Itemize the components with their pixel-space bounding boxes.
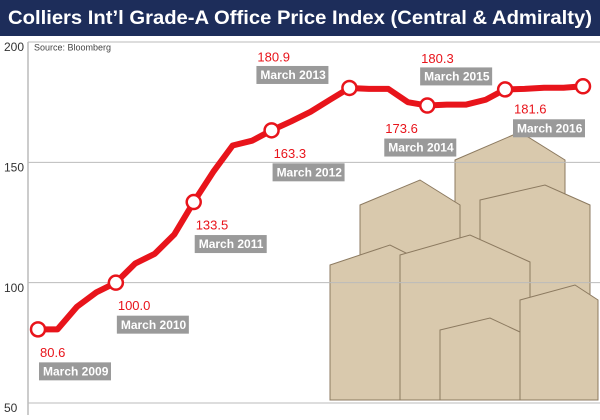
data-point	[185, 193, 202, 211]
value-label: 80.6	[40, 345, 65, 360]
x-tick-label: March 2016	[517, 121, 583, 135]
date-box	[116, 315, 189, 334]
value-label: 163.3	[274, 146, 307, 161]
chart-title: Colliers Int’l Grade-A Office Price Inde…	[8, 8, 592, 29]
value-label: 180.3	[421, 51, 454, 66]
building-illustration	[329, 131, 599, 401]
y-tick-label: 150	[4, 161, 24, 175]
x-tick-label: March 2012	[277, 165, 343, 179]
date-box	[194, 235, 267, 254]
data-point	[29, 321, 47, 338]
data-point	[419, 97, 436, 114]
value-label: 173.6	[385, 121, 418, 136]
y-tick-label: 200	[4, 40, 24, 54]
data-point	[341, 79, 358, 97]
x-tick-label: March 2014	[388, 141, 454, 155]
date-box	[513, 119, 585, 138]
value-label: 180.9	[257, 49, 290, 64]
date-box	[420, 67, 493, 86]
data-point	[107, 274, 125, 291]
y-tick-label: 50	[4, 401, 18, 415]
x-tick-label: March 2013	[260, 68, 326, 82]
value-label: 181.6	[514, 102, 547, 117]
date-box	[384, 138, 457, 157]
date-box	[39, 362, 111, 381]
data-point	[574, 78, 592, 95]
source-note: Source: Bloomberg	[34, 42, 111, 52]
date-box	[256, 65, 329, 84]
value-label: 100.0	[118, 298, 151, 313]
value-label: 133.5	[196, 217, 229, 232]
x-tick-label: March 2015	[424, 70, 490, 84]
y-tick-label: 100	[4, 281, 24, 295]
data-line	[38, 83, 584, 333]
data-point	[496, 81, 514, 98]
x-tick-label: March 2009	[43, 365, 109, 379]
x-tick-label: March 2010	[121, 318, 187, 332]
date-box	[272, 163, 345, 182]
data-point	[263, 122, 280, 139]
x-tick-label: March 2011	[199, 237, 264, 251]
title-bar	[0, 0, 600, 36]
